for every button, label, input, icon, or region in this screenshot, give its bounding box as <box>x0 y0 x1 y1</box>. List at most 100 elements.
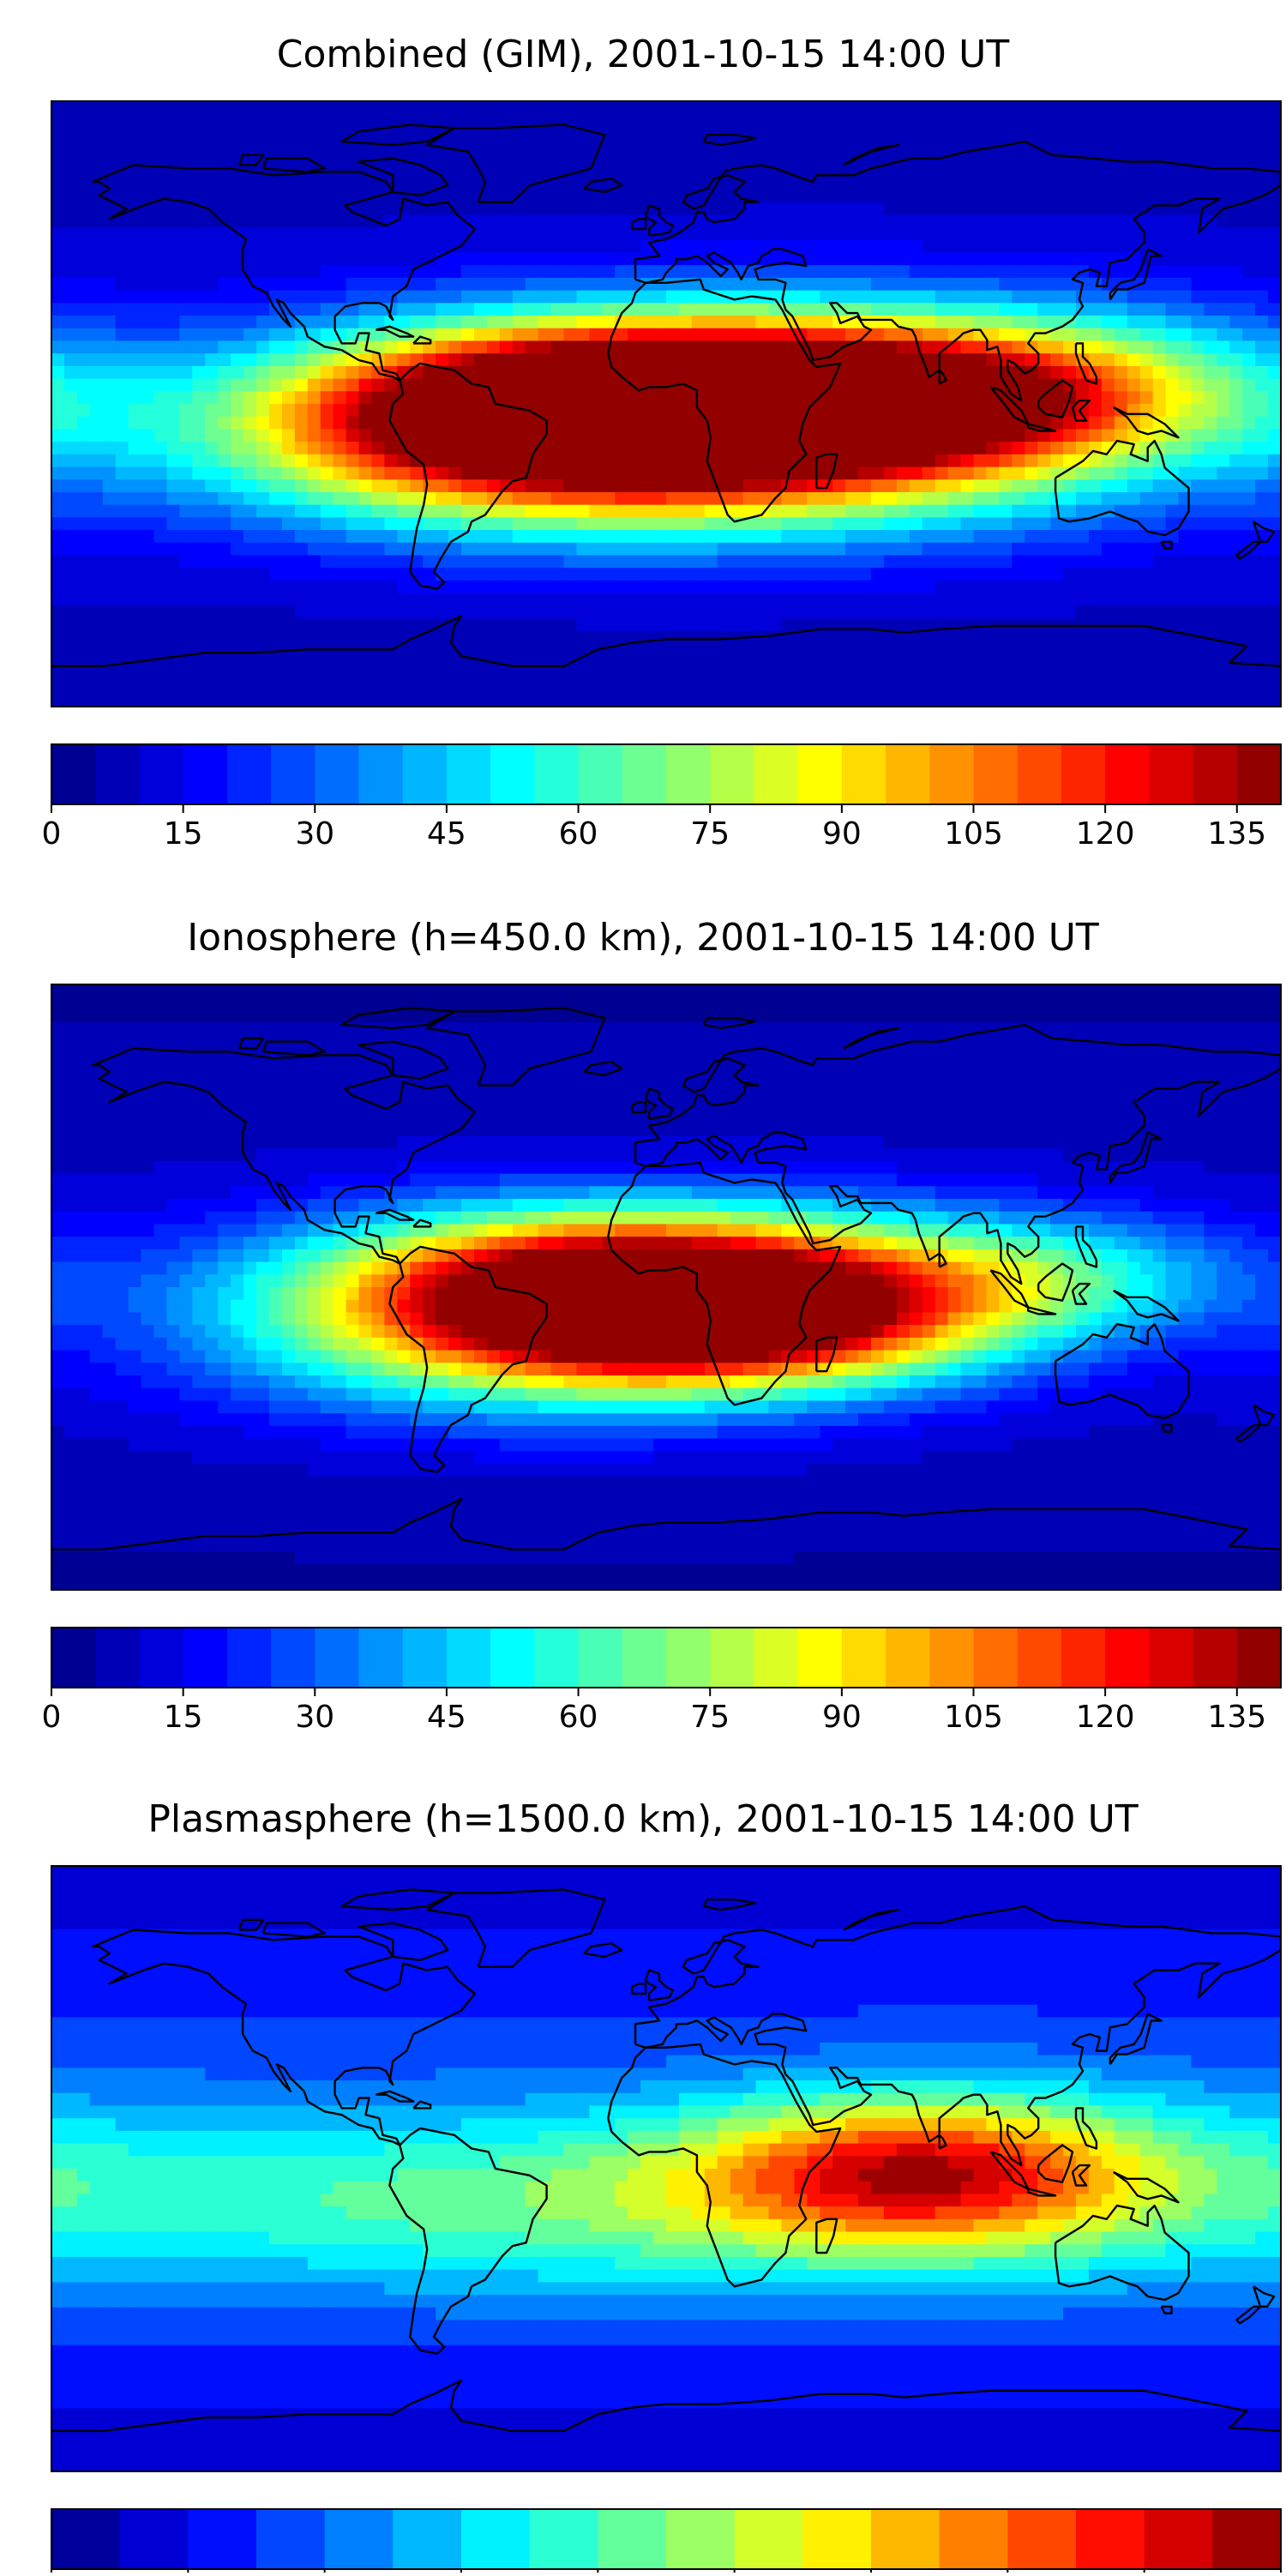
heat-cell <box>448 404 462 417</box>
heat-cell <box>666 467 680 480</box>
heat-cell <box>64 152 78 165</box>
heat-cell <box>308 492 322 505</box>
heat-cell <box>832 581 846 593</box>
heat-cell <box>103 291 117 304</box>
heat-cell <box>1012 543 1025 556</box>
heat-cell <box>948 404 962 417</box>
heat-cell <box>845 101 859 114</box>
heat-cell <box>436 631 449 644</box>
heat-cell <box>666 366 680 379</box>
heat-cell <box>179 1009 193 1022</box>
heat-cell <box>820 366 833 379</box>
heat-cell <box>1268 404 1282 417</box>
heat-cell <box>1268 291 1282 304</box>
heat-cell <box>1268 581 1282 593</box>
heat-cell <box>410 682 424 695</box>
heat-cell <box>526 631 539 644</box>
heat-cell <box>51 417 65 430</box>
heat-cell <box>743 593 757 606</box>
heat-cell <box>1217 479 1230 492</box>
heat-cell <box>1063 530 1077 543</box>
heat-cell <box>1102 227 1115 240</box>
heat-cell <box>256 517 270 530</box>
heat-cell <box>231 454 244 467</box>
colorbar-bin <box>886 744 930 804</box>
heat-cell <box>730 316 744 328</box>
heat-cell <box>1115 340 1128 353</box>
heat-cell <box>218 442 231 454</box>
heat-cell <box>756 694 770 707</box>
heat-cell <box>141 997 155 1010</box>
heat-cell <box>205 328 219 341</box>
heat-cell <box>538 101 552 114</box>
heat-cell <box>423 316 436 328</box>
heat-cell <box>103 543 117 556</box>
heat-cell <box>961 605 975 618</box>
heat-cell <box>218 530 231 543</box>
heat-cell <box>513 669 526 682</box>
heat-cell <box>781 391 795 404</box>
heat-cell <box>141 265 155 278</box>
heat-cell <box>1037 265 1051 278</box>
heat-cell <box>781 581 795 593</box>
heat-cell <box>51 240 65 253</box>
heat-cell <box>423 543 436 556</box>
heat-cell <box>129 618 142 631</box>
heat-cell <box>1127 694 1141 707</box>
heat-cell <box>640 581 654 593</box>
heat-cell <box>922 126 936 139</box>
heat-cell <box>269 379 283 392</box>
heat-cell <box>1076 643 1090 656</box>
heat-cell <box>705 997 718 1010</box>
heat-cell <box>910 417 923 430</box>
heat-cell <box>448 694 462 707</box>
heat-cell <box>205 126 219 139</box>
heat-cell <box>538 291 552 304</box>
heat-cell <box>513 379 526 392</box>
heat-cell <box>526 997 539 1010</box>
heat-cell <box>1229 278 1243 291</box>
heat-cell <box>1037 303 1051 316</box>
heat-cell <box>166 442 180 454</box>
heat-cell <box>871 454 885 467</box>
heat-cell <box>205 505 219 518</box>
heat-cell <box>77 227 91 240</box>
heat-cell <box>679 605 693 618</box>
heat-cell <box>781 214 795 227</box>
heat-cell <box>526 530 539 543</box>
heat-cell <box>384 669 398 682</box>
heat-cell <box>628 543 641 556</box>
heat-cell <box>154 139 168 152</box>
heat-cell <box>897 202 910 215</box>
heat-cell <box>961 316 975 328</box>
heat-cell <box>935 656 949 669</box>
heat-cell <box>436 605 449 618</box>
heat-cell <box>513 1009 526 1022</box>
heat-cell <box>551 530 565 543</box>
heat-cell <box>640 505 654 518</box>
heat-cell <box>1063 492 1077 505</box>
heat-cell <box>948 240 962 253</box>
heat-cell <box>1229 340 1243 353</box>
heat-cell <box>615 139 628 152</box>
heat-cell <box>602 114 616 127</box>
heat-cell <box>666 618 680 631</box>
heat-cell <box>628 454 641 467</box>
heat-cell <box>218 353 231 366</box>
heat-cell <box>1037 479 1051 492</box>
heat-cell <box>1268 505 1282 518</box>
heat-cell <box>384 984 398 997</box>
heat-cell <box>384 505 398 518</box>
heat-cell <box>334 581 347 593</box>
heat-cell <box>922 984 936 997</box>
heat-cell <box>231 997 244 1010</box>
heat-cell <box>1229 997 1243 1010</box>
heat-cell <box>269 682 283 695</box>
heat-cell <box>1204 505 1217 518</box>
heat-cell <box>769 139 783 152</box>
heat-cell <box>179 618 193 631</box>
heat-cell <box>166 479 180 492</box>
heat-cell <box>1153 556 1167 569</box>
heat-cell <box>666 643 680 656</box>
heat-cell <box>999 152 1013 165</box>
